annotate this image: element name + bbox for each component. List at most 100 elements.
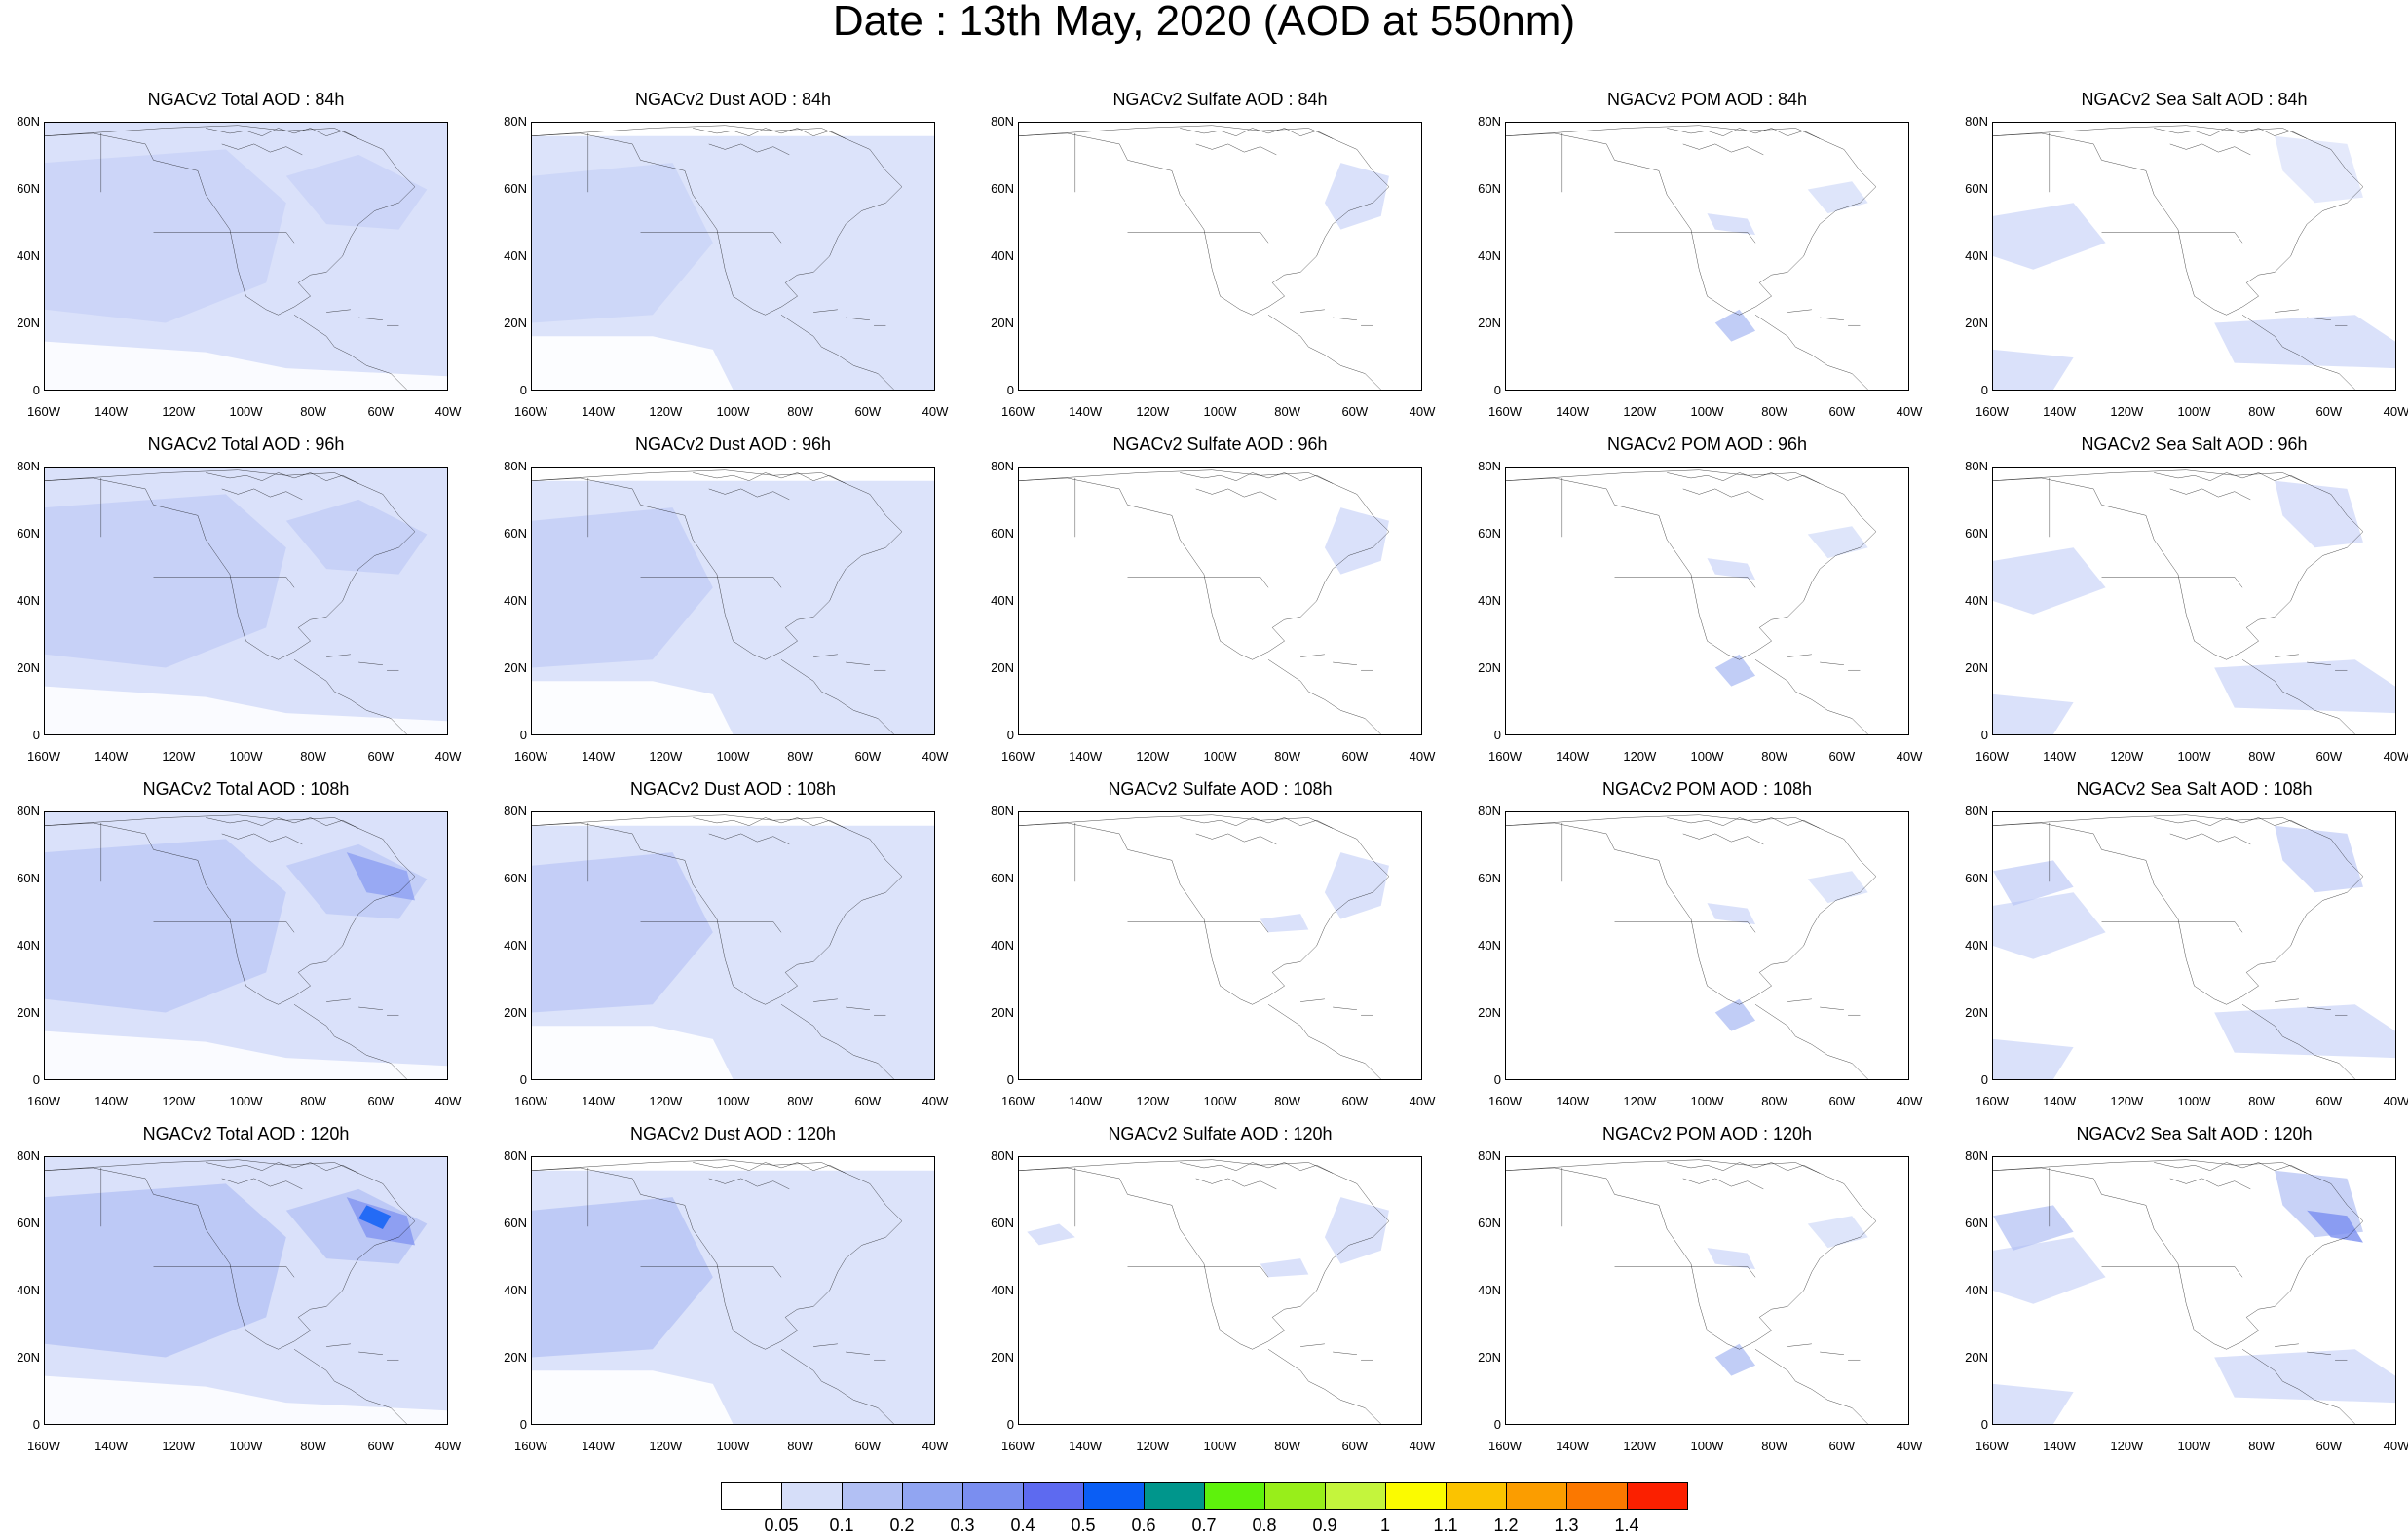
- lat-tick-label: 20N: [1965, 316, 1988, 330]
- aod-shading: [1324, 1197, 1389, 1264]
- lon-tick-label: 160W: [1975, 749, 2009, 764]
- lat-tick-label: 40N: [504, 938, 527, 953]
- lon-tick-label: 140W: [1556, 404, 1590, 419]
- coastline: [693, 1162, 846, 1188]
- panel-title: NGACv2 Sulfate AOD : 84h: [1112, 90, 1328, 109]
- map-canvas: [532, 1157, 934, 1424]
- lon-tick-label: 40W: [1896, 1439, 1923, 1453]
- coastline: [1300, 655, 1373, 670]
- aod-shading: [532, 135, 934, 390]
- coastline: [1562, 1168, 1755, 1277]
- colorbar-swatch: [721, 1482, 782, 1510]
- lon-tick-label: 160W: [1001, 1094, 1035, 1108]
- map-canvas: [1506, 1157, 1908, 1424]
- lon-tick-label: 140W: [582, 749, 616, 764]
- coastline: [2275, 999, 2347, 1015]
- panel-title: NGACv2 Sea Salt AOD : 120h: [2076, 1124, 2313, 1143]
- aod-shading: [1324, 507, 1389, 575]
- coastline: [1180, 128, 1333, 154]
- coastline: [101, 133, 294, 243]
- aod-shading: [1807, 871, 1868, 904]
- lat-tick-label: 40N: [17, 248, 40, 263]
- coastline: [588, 478, 781, 587]
- map-panel: [1018, 122, 1422, 391]
- lat-tick-label: 20N: [1478, 660, 1501, 675]
- aod-shading: [1714, 309, 1756, 342]
- coastline: [2154, 472, 2307, 499]
- lon-tick-label: 100W: [1203, 749, 1237, 764]
- aod-shading: [532, 1197, 713, 1358]
- coastline: [45, 126, 415, 316]
- aod-shading: [45, 1375, 447, 1424]
- aod-shading: [1993, 1383, 2074, 1424]
- map-canvas: [1019, 812, 1421, 1079]
- colorbar-swatch: [1385, 1482, 1447, 1510]
- lon-tick-label: 80W: [2248, 749, 2276, 764]
- lon-tick-label: 160W: [1488, 749, 1522, 764]
- coastline: [781, 659, 894, 734]
- lat-tick-label: 20N: [1965, 1005, 1988, 1020]
- coastline: [532, 1160, 902, 1350]
- lat-tick-label: 40N: [991, 1283, 1014, 1297]
- colorbar-label: 0.2: [889, 1516, 915, 1535]
- lat-tick-label: 40N: [1478, 938, 1501, 953]
- coastline: [45, 815, 415, 1005]
- lon-tick-label: 160W: [514, 404, 547, 419]
- lon-tick-label: 40W: [1896, 404, 1923, 419]
- coastline: [2242, 659, 2355, 734]
- coastline: [1300, 999, 1373, 1015]
- lon-tick-label: 160W: [1488, 1094, 1522, 1108]
- lon-tick-label: 60W: [854, 1439, 882, 1453]
- colorbar-label: 0.7: [1191, 1516, 1217, 1535]
- lon-tick-label: 60W: [854, 1094, 882, 1108]
- lon-tick-label: 60W: [367, 1094, 395, 1108]
- lon-tick-label: 60W: [1341, 1094, 1369, 1108]
- coastline: [1019, 1160, 1389, 1350]
- map-canvas: [1506, 812, 1908, 1079]
- lat-tick-label: 60N: [991, 1216, 1014, 1230]
- lon-tick-label: 140W: [2043, 1439, 2077, 1453]
- lon-tick-label: 80W: [1761, 1439, 1788, 1453]
- aod-shading: [532, 681, 734, 734]
- coastline: [813, 310, 885, 325]
- aod-shading: [285, 1188, 428, 1264]
- aod-shading: [285, 499, 428, 575]
- lat-tick-label: 40N: [991, 248, 1014, 263]
- colorbar-label: 1.4: [1614, 1516, 1639, 1535]
- lon-tick-label: 140W: [1069, 404, 1103, 419]
- colorbar-swatch: [962, 1482, 1024, 1510]
- aod-shading: [45, 1183, 286, 1358]
- lon-tick-label: 40W: [434, 1094, 462, 1108]
- map-panel: [531, 122, 935, 391]
- lat-tick-label: 0: [1493, 728, 1501, 742]
- lat-tick-label: 80N: [17, 1148, 40, 1163]
- lat-tick-label: 80N: [504, 114, 527, 129]
- lon-tick-label: 80W: [1274, 404, 1301, 419]
- lat-tick-label: 20N: [1478, 316, 1501, 330]
- aod-shading: [45, 839, 286, 1013]
- lon-tick-label: 100W: [229, 404, 263, 419]
- lat-tick-label: 0: [519, 1072, 527, 1087]
- coastline: [1993, 470, 2363, 660]
- lat-tick-label: 80N: [1478, 804, 1501, 818]
- aod-shading: [285, 843, 428, 919]
- aod-shading: [1324, 163, 1389, 230]
- lon-tick-label: 100W: [1203, 404, 1237, 419]
- aod-shading: [1707, 1248, 1756, 1270]
- lat-tick-label: 0: [519, 1417, 527, 1432]
- lon-tick-label: 80W: [787, 1439, 814, 1453]
- lat-tick-label: 60N: [1478, 871, 1501, 885]
- lon-tick-label: 60W: [1828, 749, 1856, 764]
- panel-title: NGACv2 POM AOD : 108h: [1601, 779, 1813, 799]
- aod-shading: [285, 154, 428, 230]
- coastline: [1667, 472, 1820, 499]
- lon-tick-label: 60W: [2315, 1094, 2343, 1108]
- lat-tick-label: 80N: [1965, 804, 1988, 818]
- lat-tick-label: 40N: [1965, 938, 1988, 953]
- lon-tick-label: 100W: [1690, 1094, 1724, 1108]
- lon-tick-label: 120W: [1136, 1094, 1170, 1108]
- aod-shading: [1807, 526, 1868, 559]
- coastline: [1268, 315, 1381, 390]
- lon-tick-label: 160W: [514, 1094, 547, 1108]
- lon-tick-label: 160W: [1975, 1439, 2009, 1453]
